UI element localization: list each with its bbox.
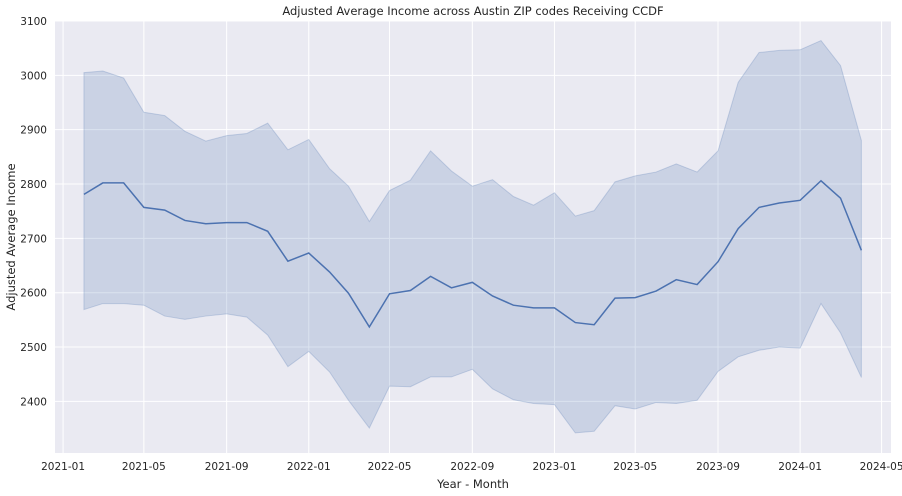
y-tick-label: 2400 xyxy=(20,396,47,408)
x-tick-label: 2021-05 xyxy=(122,461,166,473)
x-axis-label: Year - Month xyxy=(436,477,509,491)
y-tick-label: 2700 xyxy=(20,233,47,245)
mean-income-line xyxy=(83,179,863,329)
y-tick-label: 2800 xyxy=(20,179,47,191)
grid-lines xyxy=(55,20,891,453)
y-tick-label: 2500 xyxy=(20,342,47,354)
series-line xyxy=(83,179,863,329)
x-axis-ticks: 2021-01 2021-05 2021-09 2022-01 2022-05 2022-… xyxy=(41,461,902,473)
confidence-band-area xyxy=(83,39,862,434)
y-tick-label: 2900 xyxy=(20,125,47,137)
y-axis-ticks: 2400 2500 2600 2700 2800 2900 3000 3100 xyxy=(20,16,47,408)
y-tick-label: 2600 xyxy=(20,288,47,300)
confidence-band xyxy=(83,39,862,434)
x-tick-label: 2021-09 xyxy=(205,461,249,473)
y-axis-label: Adjusted Average Income xyxy=(4,163,18,310)
x-tick-label: 2023-05 xyxy=(613,461,657,473)
x-tick-label: 2024-01 xyxy=(778,461,822,473)
x-tick-label: 2023-09 xyxy=(696,461,740,473)
x-tick-label: 2022-05 xyxy=(368,461,412,473)
x-tick-label: 2021-01 xyxy=(41,461,85,473)
plot-background xyxy=(55,21,891,453)
x-tick-label: 2022-01 xyxy=(287,461,331,473)
x-tick-label: 2024-05 xyxy=(860,461,902,473)
chart-title: Adjusted Average Income across Austin ZI… xyxy=(282,4,663,18)
y-tick-label: 3000 xyxy=(20,70,47,82)
x-tick-label: 2022-09 xyxy=(450,461,494,473)
x-tick-label: 2023-01 xyxy=(533,461,577,473)
y-tick-label: 3100 xyxy=(20,16,47,28)
